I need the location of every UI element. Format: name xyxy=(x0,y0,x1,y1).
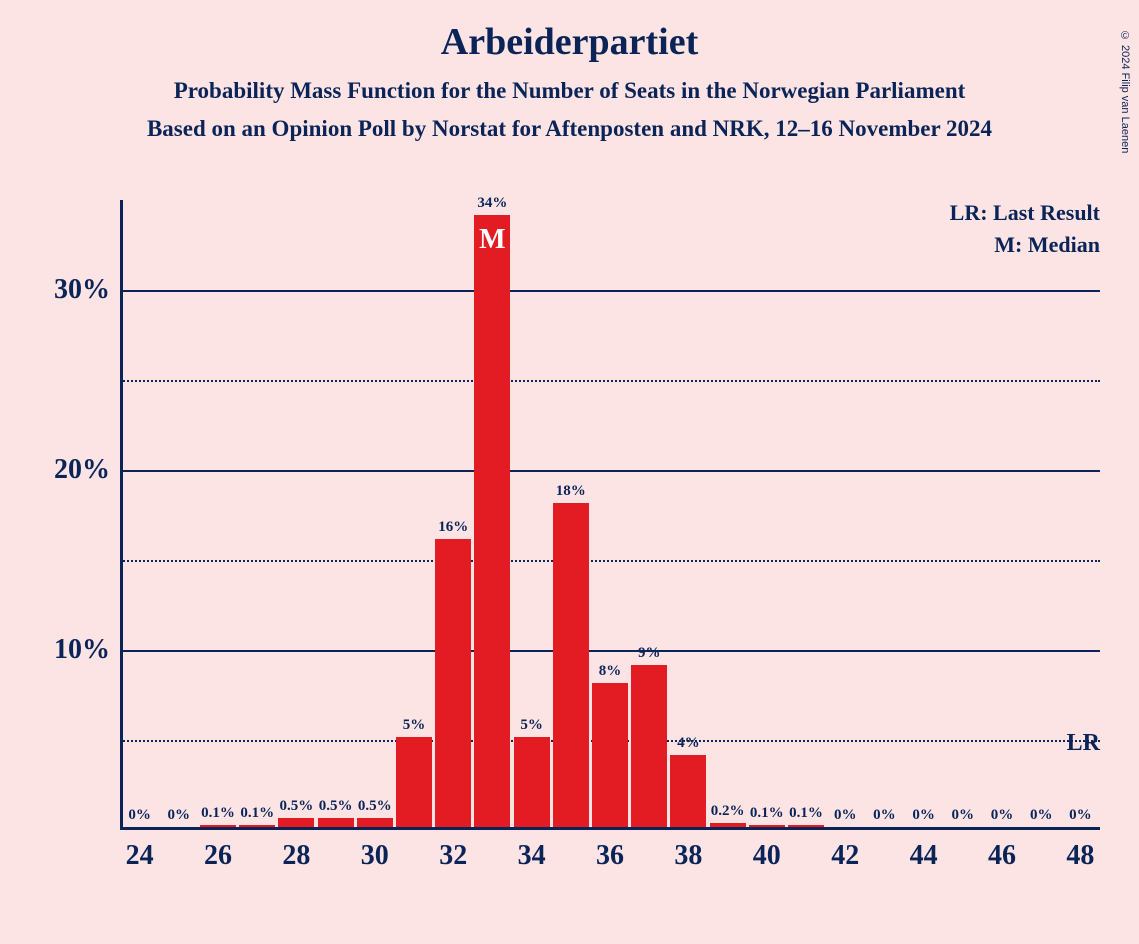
gridline-major xyxy=(120,290,1100,292)
bar xyxy=(357,818,393,827)
bar xyxy=(670,755,706,827)
median-marker: M xyxy=(479,224,505,256)
bar-value-label: 16% xyxy=(438,519,468,536)
bar-value-label: 0.5% xyxy=(358,798,392,815)
bar xyxy=(474,215,510,827)
x-tick-label: 40 xyxy=(753,840,781,872)
bar-value-label: 0% xyxy=(168,807,191,824)
bar-value-label: 0% xyxy=(1069,807,1092,824)
x-axis xyxy=(120,827,1100,830)
bar xyxy=(631,665,667,827)
bar xyxy=(514,737,550,827)
chart-area: LR: Last Result M: Median 10%20%30%0%0%0… xyxy=(120,200,1100,830)
chart-title: Arbeiderpartiet xyxy=(0,20,1139,64)
x-tick-label: 28 xyxy=(282,840,310,872)
bar-value-label: 0% xyxy=(128,807,151,824)
bar-value-label: 0.1% xyxy=(240,805,274,822)
bar xyxy=(788,825,824,827)
bar-value-label: 0% xyxy=(873,807,896,824)
chart-subtitle-1: Probability Mass Function for the Number… xyxy=(0,78,1139,104)
x-tick-label: 38 xyxy=(674,840,702,872)
bar-value-label: 0.5% xyxy=(280,798,314,815)
bar-value-label: 0% xyxy=(952,807,975,824)
bar-value-label: 34% xyxy=(477,195,507,212)
x-tick-label: 48 xyxy=(1066,840,1094,872)
x-tick-label: 30 xyxy=(361,840,389,872)
bar xyxy=(435,539,471,827)
x-tick-label: 44 xyxy=(910,840,938,872)
bar-value-label: 5% xyxy=(403,717,426,734)
bar-value-label: 9% xyxy=(638,645,661,662)
y-tick-label: 30% xyxy=(10,274,110,306)
bar xyxy=(318,818,354,827)
bar-value-label: 4% xyxy=(677,735,700,752)
bar-value-label: 0.1% xyxy=(789,805,823,822)
bar-value-label: 0.1% xyxy=(201,805,235,822)
bar xyxy=(749,825,785,827)
y-tick-label: 20% xyxy=(10,454,110,486)
plot-region: 10%20%30%0%0%0.1%0.1%0.5%0.5%0.5%5%16%34… xyxy=(120,200,1100,830)
bar-value-label: 5% xyxy=(520,717,543,734)
bar xyxy=(278,818,314,827)
bar xyxy=(239,825,275,827)
x-tick-label: 34 xyxy=(518,840,546,872)
x-tick-label: 26 xyxy=(204,840,232,872)
y-tick-label: 10% xyxy=(10,634,110,666)
chart-subtitle-2: Based on an Opinion Poll by Norstat for … xyxy=(0,116,1139,142)
x-tick-label: 42 xyxy=(831,840,859,872)
gridline-minor xyxy=(120,380,1100,382)
bar-value-label: 0% xyxy=(834,807,857,824)
gridline-major xyxy=(120,470,1100,472)
bar-value-label: 0.5% xyxy=(319,798,353,815)
x-tick-label: 24 xyxy=(126,840,154,872)
bar xyxy=(553,503,589,827)
y-axis xyxy=(120,200,123,830)
bar xyxy=(396,737,432,827)
x-tick-label: 36 xyxy=(596,840,624,872)
bar-value-label: 0% xyxy=(912,807,935,824)
x-tick-label: 32 xyxy=(439,840,467,872)
bar-value-label: 0.1% xyxy=(750,805,784,822)
copyright-text: © 2024 Filip van Laenen xyxy=(1119,30,1131,153)
bar xyxy=(200,825,236,827)
bar-value-label: 18% xyxy=(556,483,586,500)
x-tick-label: 46 xyxy=(988,840,1016,872)
bar-value-label: 8% xyxy=(599,663,622,680)
bar xyxy=(592,683,628,827)
gridline-minor xyxy=(120,560,1100,562)
bar-value-label: 0.2% xyxy=(711,803,745,820)
gridline-major xyxy=(120,650,1100,652)
bar-value-label: 0% xyxy=(991,807,1014,824)
bar xyxy=(710,823,746,827)
bar-value-label: 0% xyxy=(1030,807,1053,824)
lr-marker: LR xyxy=(1067,730,1100,757)
